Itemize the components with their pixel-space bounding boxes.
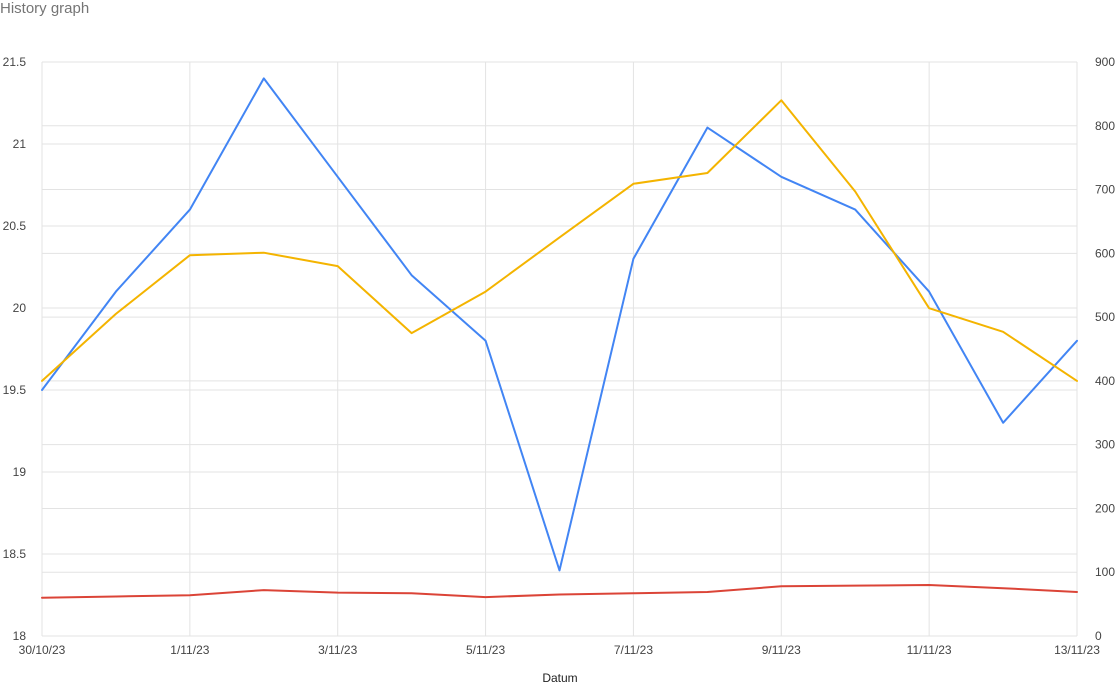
right-axis-tick-label: 0 (1095, 629, 1102, 643)
left-axis-tick-label: 21 (13, 137, 27, 151)
x-axis-tick-label: 11/11/23 (907, 643, 952, 657)
right-axis-tick-label: 400 (1095, 374, 1115, 388)
x-axis-ticks: 30/10/23 1/11/23 3/11/23 5/11/23 7/11/23 9/11… (19, 643, 1101, 657)
right-axis-tick-label: 200 (1095, 501, 1115, 515)
series-line-1 (41, 77, 1078, 572)
right-axis-tick-label: 100 (1095, 565, 1115, 579)
right-axis-tick-label: 500 (1095, 310, 1115, 324)
left-axis-tick-label: 18 (13, 629, 27, 643)
x-axis-label: Datum (542, 671, 577, 685)
gridlines (41, 61, 1078, 637)
series-line-2 (41, 99, 1078, 382)
series-line-3 (41, 584, 1078, 599)
x-axis-tick-label: 7/11/23 (614, 643, 653, 657)
left-axis-ticks: 18 18.5 19 19.5 20 20.5 21 21.5 (3, 55, 27, 643)
x-axis-tick-label: 3/11/23 (318, 643, 357, 657)
x-axis-tick-label: 30/10/23 (19, 643, 66, 657)
series-lines (41, 77, 1078, 599)
right-axis-tick-label: 800 (1095, 119, 1115, 133)
left-axis-tick-label: 20 (13, 301, 27, 315)
left-axis-tick-label: 19.5 (3, 383, 27, 397)
x-axis-tick-label: 13/11/23 (1054, 643, 1100, 657)
left-axis-tick-label: 21.5 (3, 55, 27, 69)
x-axis-tick-label: 1/11/23 (170, 643, 209, 657)
left-axis-tick-label: 18.5 (3, 547, 27, 561)
left-axis-tick-label: 19 (13, 465, 27, 479)
chart-title: History graph (0, 0, 90, 17)
right-axis-ticks: 0 100 200 300 400 500 600 700 800 900 (1095, 55, 1115, 643)
left-axis-tick-label: 20.5 (3, 219, 27, 233)
right-axis-tick-label: 900 (1095, 55, 1115, 69)
right-axis-tick-label: 600 (1095, 246, 1115, 260)
x-axis-tick-label: 5/11/23 (466, 643, 505, 657)
x-axis-tick-label: 9/11/23 (762, 643, 801, 657)
right-axis-tick-label: 300 (1095, 438, 1115, 452)
right-axis-tick-label: 700 (1095, 183, 1115, 197)
